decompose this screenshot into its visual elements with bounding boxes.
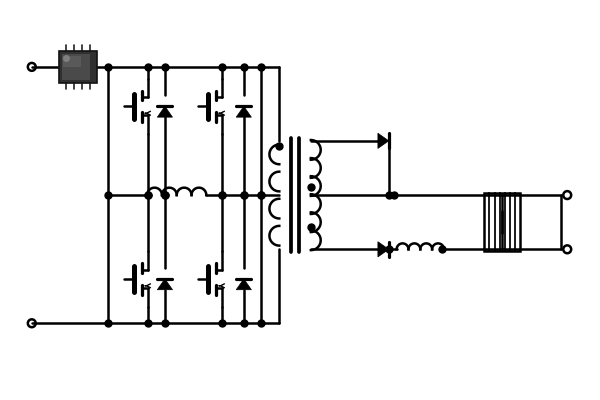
Polygon shape — [157, 106, 172, 117]
Bar — [59, 51, 97, 83]
Bar — [62, 54, 90, 80]
Bar — [64, 56, 81, 67]
Polygon shape — [378, 133, 389, 148]
Polygon shape — [236, 279, 251, 290]
Bar — [484, 193, 520, 251]
Polygon shape — [378, 242, 389, 257]
Polygon shape — [236, 106, 251, 117]
Polygon shape — [157, 279, 172, 290]
